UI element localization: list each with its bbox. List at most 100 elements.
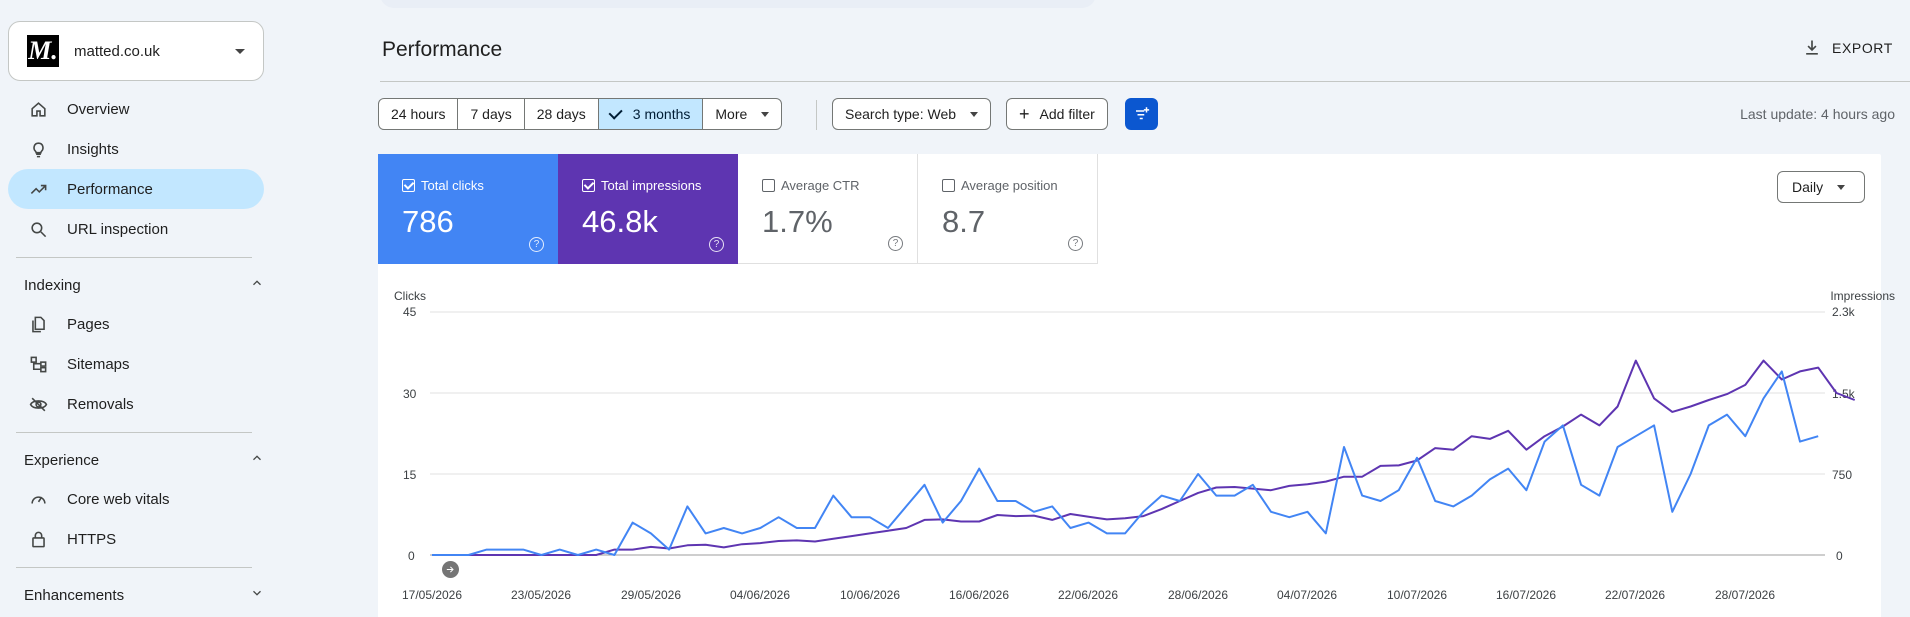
granularity-label: Daily xyxy=(1792,179,1824,195)
home-icon xyxy=(28,99,48,119)
metric-value: 786 xyxy=(402,204,454,239)
section-experience[interactable]: Experience xyxy=(24,451,264,469)
sidebar-item-label: Removals xyxy=(67,395,134,413)
export-label: EXPORT xyxy=(1832,40,1893,56)
x-tick: 22/07/2026 xyxy=(1604,588,1666,602)
granularity-select[interactable]: Daily xyxy=(1777,171,1865,203)
checkbox-icon[interactable] xyxy=(942,179,955,192)
range-3-months[interactable]: 3 months xyxy=(598,99,704,129)
last-update: Last update: 4 hours ago xyxy=(1740,106,1895,122)
y-tick-left: 30 xyxy=(403,387,417,401)
header-divider xyxy=(380,81,1910,82)
property-selector[interactable]: M. matted.co.uk xyxy=(8,21,264,81)
help-icon[interactable]: ? xyxy=(1068,236,1083,251)
filter-list-icon xyxy=(1135,107,1149,120)
divider xyxy=(816,100,817,130)
sidebar: M. matted.co.uk Overview Insights Perfor… xyxy=(0,0,270,617)
divider xyxy=(16,567,252,568)
search-icon xyxy=(28,219,48,239)
sidebar-item-label: Sitemaps xyxy=(67,355,130,373)
chevron-down-icon xyxy=(970,111,979,117)
x-tick: 10/06/2026 xyxy=(839,588,901,602)
sidebar-item-url-inspection[interactable]: URL inspection xyxy=(8,209,264,249)
filter-settings-button[interactable] xyxy=(1125,98,1158,130)
metric-average-position[interactable]: Average position 8.7 ? xyxy=(918,154,1098,264)
sidebar-item-overview[interactable]: Overview xyxy=(8,89,264,129)
sidebar-item-label: Insights xyxy=(67,140,119,158)
metric-total-clicks[interactable]: Total clicks 786 ? xyxy=(378,154,558,264)
x-tick: 10/07/2026 xyxy=(1386,588,1448,602)
section-title: Experience xyxy=(24,451,100,469)
checkbox-icon[interactable] xyxy=(582,179,595,192)
x-tick: 23/05/2026 xyxy=(510,588,572,602)
sidebar-item-label: URL inspection xyxy=(67,220,169,238)
sidebar-item-label: Overview xyxy=(67,100,130,118)
add-filter-button[interactable]: + Add filter xyxy=(1006,98,1108,130)
range-more-label: More xyxy=(715,106,748,122)
download-icon xyxy=(1806,40,1818,55)
check-icon xyxy=(608,105,623,120)
range-7-days[interactable]: 7 days xyxy=(458,99,525,129)
checkbox-icon[interactable] xyxy=(402,179,415,192)
property-name: matted.co.uk xyxy=(74,42,160,60)
sidebar-item-insights[interactable]: Insights xyxy=(8,129,264,169)
section-title: Enhancements xyxy=(24,586,125,604)
sidebar-item-label: Pages xyxy=(67,315,110,333)
metric-average-ctr[interactable]: Average CTR 1.7% ? xyxy=(738,154,918,264)
search-bar[interactable] xyxy=(380,0,1096,8)
export-button[interactable]: EXPORT xyxy=(1802,38,1893,58)
section-indexing[interactable]: Indexing xyxy=(24,276,264,294)
speed-icon xyxy=(28,489,48,509)
metric-label: Total impressions xyxy=(601,178,702,193)
chevron-up-icon xyxy=(250,451,264,469)
eye-off-icon xyxy=(28,394,48,414)
sidebar-item-core-web-vitals[interactable]: Core web vitals xyxy=(8,479,264,519)
range-label: 3 months xyxy=(632,106,691,122)
range-24-hours[interactable]: 24 hours xyxy=(379,99,459,129)
section-enhancements[interactable]: Enhancements xyxy=(24,586,264,604)
x-tick: 04/06/2026 xyxy=(729,588,791,602)
chevron-down-icon xyxy=(761,111,770,117)
search-type-filter[interactable]: Search type: Web xyxy=(832,98,992,130)
trending-up-icon xyxy=(28,179,48,199)
range-28-days[interactable]: 28 days xyxy=(525,99,599,129)
metric-value: 1.7% xyxy=(762,204,833,239)
y-tick-left: 0 xyxy=(408,549,415,563)
property-logo: M. xyxy=(27,35,59,67)
sidebar-item-performance[interactable]: Performance xyxy=(8,169,264,209)
y-axis-left-title: Clicks xyxy=(394,289,426,303)
y-axis-right-title: Impressions xyxy=(1830,289,1895,303)
help-icon[interactable]: ? xyxy=(709,237,724,252)
pages-icon xyxy=(28,314,48,334)
chevron-down-icon xyxy=(1837,184,1846,190)
sidebar-item-pages[interactable]: Pages xyxy=(8,304,264,344)
chevron-down-icon xyxy=(235,49,245,54)
sidebar-item-sitemaps[interactable]: Sitemaps xyxy=(8,344,264,384)
y-tick-left: 45 xyxy=(403,305,417,319)
help-icon[interactable]: ? xyxy=(888,236,903,251)
section-title: Indexing xyxy=(24,276,81,294)
metric-value: 46.8k xyxy=(582,204,658,239)
divider xyxy=(16,432,252,433)
y-tick-right: 750 xyxy=(1832,468,1853,482)
sidebar-item-https[interactable]: HTTPS xyxy=(8,519,264,559)
date-range-group: 24 hours 7 days 28 days 3 months More xyxy=(378,98,783,130)
metric-total-impressions[interactable]: Total impressions 46.8k ? xyxy=(558,154,738,264)
range-more[interactable]: More xyxy=(703,99,781,129)
sidebar-item-label: HTTPS xyxy=(67,530,117,548)
help-icon[interactable]: ? xyxy=(529,237,544,252)
x-tick: 28/06/2026 xyxy=(1167,588,1229,602)
lock-icon xyxy=(28,529,48,549)
page-title: Performance xyxy=(382,38,503,61)
sidebar-item-label: Core web vitals xyxy=(67,490,170,508)
metric-label: Average position xyxy=(961,178,1058,193)
checkbox-icon[interactable] xyxy=(762,179,775,192)
divider xyxy=(16,257,252,258)
chevron-up-icon xyxy=(250,276,264,294)
search-type-label: Search type: Web xyxy=(845,106,957,122)
sidebar-item-removals[interactable]: Removals xyxy=(8,384,264,424)
arrow-right-icon xyxy=(446,566,454,573)
x-tick: 22/06/2026 xyxy=(1057,588,1119,602)
y-tick-left: 15 xyxy=(403,468,417,482)
annotation-marker[interactable] xyxy=(442,561,459,578)
